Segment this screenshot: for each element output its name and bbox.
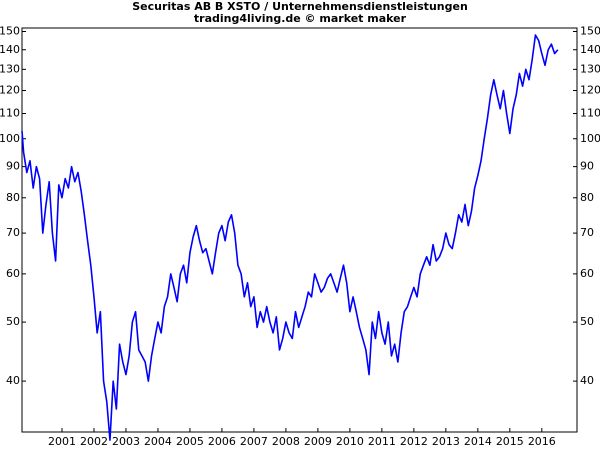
x-tick-label: 2009 (304, 435, 332, 448)
x-tick-label: 2015 (496, 435, 524, 448)
y-tick-label: 110 (0, 107, 20, 120)
y-tick-label: 60 (6, 267, 20, 280)
x-tick-label: 2003 (112, 435, 140, 448)
y-tick-label-right: 150 (580, 25, 600, 38)
y-tick-label-right: 80 (580, 191, 594, 204)
x-tick-label: 2001 (48, 435, 76, 448)
x-tick-label: 2007 (240, 435, 268, 448)
x-tick-label: 2013 (432, 435, 460, 448)
y-tick-label: 90 (6, 160, 20, 173)
plot-frame (21, 27, 578, 433)
chart-title: Securitas AB B XSTO / Unternehmensdienst… (132, 0, 468, 13)
y-tick-label-right: 110 (580, 107, 600, 120)
y-tick-label-right: 50 (580, 315, 594, 328)
y-tick-label: 150 (0, 25, 20, 38)
x-tick-label: 2006 (208, 435, 236, 448)
y-tick-label: 120 (0, 84, 20, 97)
y-tick-label-right: 120 (580, 84, 600, 97)
y-tick-label: 130 (0, 62, 20, 75)
y-tick-label-right: 140 (580, 43, 600, 56)
x-tick-label: 2016 (528, 435, 556, 448)
y-tick-label-right: 70 (580, 226, 594, 239)
x-tick-label: 2012 (400, 435, 428, 448)
y-tick-label: 40 (6, 374, 20, 387)
x-tick-label: 2011 (368, 435, 396, 448)
y-tick-label-right: 90 (580, 160, 594, 173)
x-tick-label: 2002 (80, 435, 108, 448)
x-tick-label: 2005 (176, 435, 204, 448)
x-tick-label: 2014 (464, 435, 492, 448)
price-line (21, 34, 559, 441)
y-tick-label: 80 (6, 191, 20, 204)
x-tick-label: 2004 (144, 435, 172, 448)
y-tick-label: 50 (6, 315, 20, 328)
y-tick-label-right: 40 (580, 374, 594, 387)
y-tick-label-right: 100 (580, 132, 600, 145)
y-tick-label: 140 (0, 43, 20, 56)
x-tick-label: 2008 (272, 435, 300, 448)
x-tick-label: 2010 (336, 435, 364, 448)
y-tick-label: 70 (6, 226, 20, 239)
y-tick-label-right: 60 (580, 267, 594, 280)
y-tick-label-right: 130 (580, 62, 600, 75)
y-tick-label: 100 (0, 132, 20, 145)
chart-subtitle: trading4living.de © market maker (194, 12, 407, 25)
